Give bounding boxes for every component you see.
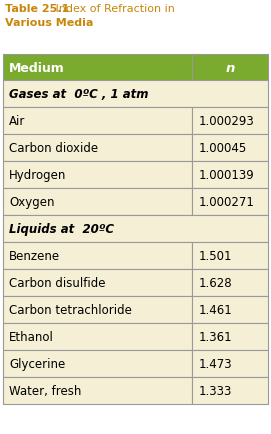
Text: Carbon tetrachloride: Carbon tetrachloride [9, 303, 132, 316]
Bar [192, 270, 268, 296]
Text: 1.000271: 1.000271 [198, 196, 254, 208]
Bar [3, 350, 192, 377]
Text: 1.461: 1.461 [198, 303, 232, 316]
Bar [3, 323, 192, 350]
Text: Oxygen: Oxygen [9, 196, 54, 208]
Bar [192, 108, 268, 135]
Bar [3, 296, 192, 323]
Text: Benzene: Benzene [9, 250, 60, 263]
Bar [192, 377, 268, 404]
Text: Medium: Medium [9, 61, 65, 74]
Text: 1.00045: 1.00045 [198, 141, 247, 155]
Bar [3, 270, 192, 296]
Text: Index of Refraction in: Index of Refraction in [52, 4, 175, 14]
Text: Glycerine: Glycerine [9, 357, 65, 370]
Text: Carbon disulfide: Carbon disulfide [9, 276, 105, 289]
Bar [3, 81, 268, 108]
Text: 1.501: 1.501 [198, 250, 232, 263]
Text: 1.628: 1.628 [198, 276, 232, 289]
Bar [3, 55, 268, 81]
Text: Table 25.1: Table 25.1 [5, 4, 69, 14]
Text: n: n [225, 61, 235, 74]
Bar [3, 377, 192, 404]
Text: 1.473: 1.473 [198, 357, 232, 370]
Bar [3, 216, 268, 243]
Text: 1.000139: 1.000139 [198, 169, 254, 181]
Bar [3, 243, 192, 270]
Text: 1.333: 1.333 [198, 384, 232, 397]
Bar [3, 161, 192, 188]
Bar [192, 350, 268, 377]
Bar [3, 108, 192, 135]
Text: Liquids at  20ºC: Liquids at 20ºC [9, 223, 114, 236]
Bar [192, 135, 268, 161]
Bar [192, 243, 268, 270]
Text: Water, fresh: Water, fresh [9, 384, 81, 397]
Bar [3, 135, 192, 161]
Bar [192, 161, 268, 188]
Text: Air: Air [9, 115, 25, 128]
Text: Gases at  0ºC , 1 atm: Gases at 0ºC , 1 atm [9, 88, 149, 101]
Text: Ethanol: Ethanol [9, 330, 54, 343]
Bar [192, 296, 268, 323]
Text: 1.000293: 1.000293 [198, 115, 254, 128]
Text: Various Media: Various Media [5, 18, 93, 28]
Text: 1.361: 1.361 [198, 330, 232, 343]
Bar [192, 323, 268, 350]
Bar [192, 188, 268, 216]
Text: Carbon dioxide: Carbon dioxide [9, 141, 98, 155]
Bar [3, 188, 192, 216]
Text: Hydrogen: Hydrogen [9, 169, 66, 181]
